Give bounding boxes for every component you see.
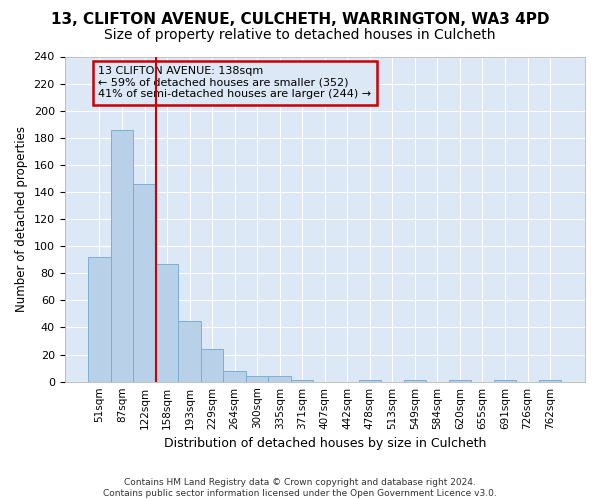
Bar <box>178 320 201 382</box>
Bar <box>359 380 381 382</box>
Text: Size of property relative to detached houses in Culcheth: Size of property relative to detached ho… <box>104 28 496 42</box>
Bar <box>494 380 516 382</box>
Bar <box>88 257 111 382</box>
Text: 13 CLIFTON AVENUE: 138sqm
← 59% of detached houses are smaller (352)
41% of semi: 13 CLIFTON AVENUE: 138sqm ← 59% of detac… <box>98 66 371 100</box>
Bar <box>201 349 223 382</box>
Bar <box>111 130 133 382</box>
Bar <box>268 376 291 382</box>
Bar <box>133 184 156 382</box>
Text: Contains HM Land Registry data © Crown copyright and database right 2024.
Contai: Contains HM Land Registry data © Crown c… <box>103 478 497 498</box>
X-axis label: Distribution of detached houses by size in Culcheth: Distribution of detached houses by size … <box>164 437 486 450</box>
Bar <box>223 371 246 382</box>
Bar <box>449 380 471 382</box>
Bar <box>156 264 178 382</box>
Bar <box>539 380 562 382</box>
Text: 13, CLIFTON AVENUE, CULCHETH, WARRINGTON, WA3 4PD: 13, CLIFTON AVENUE, CULCHETH, WARRINGTON… <box>51 12 549 28</box>
Bar <box>404 380 426 382</box>
Bar <box>246 376 268 382</box>
Bar <box>291 380 313 382</box>
Y-axis label: Number of detached properties: Number of detached properties <box>15 126 28 312</box>
